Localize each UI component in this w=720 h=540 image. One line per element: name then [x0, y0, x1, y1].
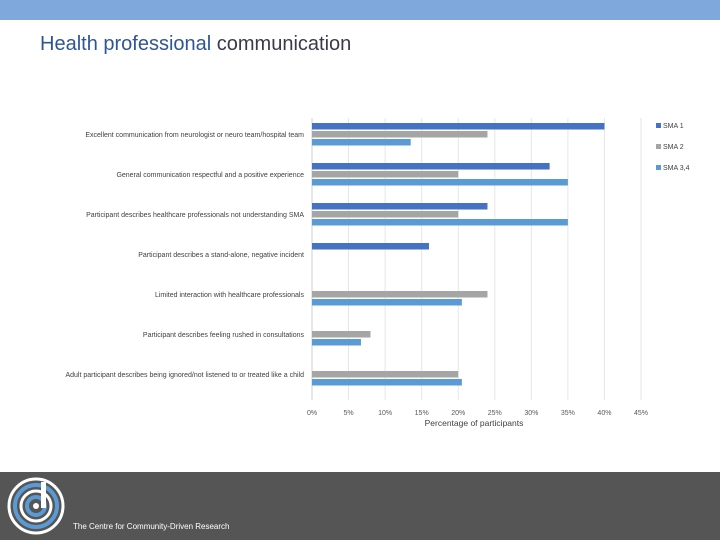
category-label: Participant describes feeling rushed in … — [143, 332, 305, 339]
bar — [312, 139, 411, 146]
bar — [312, 219, 568, 226]
organisation-logo-icon — [7, 477, 65, 535]
category-label: Participant describes a stand-alone, neg… — [138, 252, 304, 259]
legend-swatch — [656, 165, 661, 170]
chart-container: 0% 5% 10% 15% 20% 25% 30% 35% 40% 45% Excellent co… — [0, 110, 720, 430]
category-label: Excellent communication from neurologist… — [85, 132, 304, 139]
legend-swatch — [656, 144, 661, 149]
title-accent: Health professional — [40, 33, 212, 55]
footer-text: The Centre for Community-Driven Research — [73, 522, 230, 531]
header-band — [0, 0, 720, 20]
legend-label: SMA 3,4 — [663, 165, 690, 172]
title-rest: communication — [211, 33, 352, 55]
category-label: Adult participant describes being ignore… — [65, 372, 304, 379]
legend-swatch — [656, 123, 661, 128]
bar — [312, 291, 488, 298]
bar-chart: 0% 5% 10% 15% 20% 25% 30% 35% 40% 45% Excellent co… — [65, 118, 690, 428]
category-label: Limited interaction with healthcare prof… — [155, 292, 305, 299]
x-tick-label: 15% — [415, 410, 429, 417]
bar — [312, 211, 459, 218]
bar — [312, 171, 459, 178]
bar — [312, 243, 429, 250]
x-tick-label: 5% — [343, 410, 353, 417]
x-axis-title: Percentage of participants — [425, 418, 524, 428]
x-tick-label: 45% — [634, 410, 648, 417]
bar — [312, 203, 488, 210]
slide-title: Health professional communication — [40, 33, 351, 56]
bar — [312, 371, 459, 378]
x-tick-label: 10% — [378, 410, 392, 417]
bar — [312, 379, 462, 386]
bar — [312, 131, 488, 138]
legend-label: SMA 2 — [663, 144, 684, 151]
x-tick-label: 35% — [561, 410, 575, 417]
bar — [312, 331, 371, 338]
bar — [312, 179, 568, 186]
bar — [312, 299, 462, 306]
legend-label: SMA 1 — [663, 123, 684, 130]
category-label: General communication respectful and a p… — [116, 172, 304, 179]
footer-bar: The Centre for Community-Driven Research — [0, 472, 720, 540]
x-tick-label: 40% — [597, 410, 611, 417]
category-label: Participant describes healthcare profess… — [86, 212, 304, 219]
bar — [312, 123, 605, 130]
x-tick-label: 25% — [488, 410, 502, 417]
bar — [312, 163, 550, 170]
x-tick-label: 30% — [524, 410, 538, 417]
x-tick-label: 20% — [451, 410, 465, 417]
bar — [312, 339, 361, 346]
x-tick-label: 0% — [307, 410, 317, 417]
